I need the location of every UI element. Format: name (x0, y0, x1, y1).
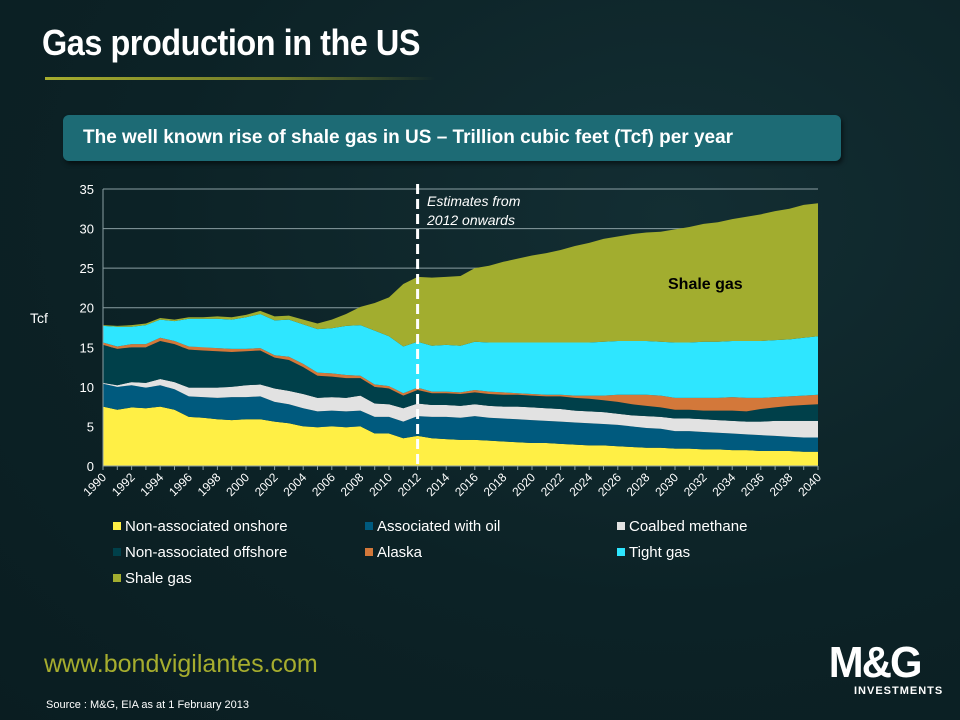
x-tick-label: 2024 (567, 470, 596, 499)
x-tick-label: 2022 (538, 470, 567, 499)
x-tick-label: 2038 (767, 470, 796, 499)
x-tick-label: 2034 (710, 470, 739, 499)
x-tick-label: 2018 (481, 470, 510, 499)
legend-label: Non-associated offshore (125, 544, 288, 561)
legend-item: Alaska (365, 544, 422, 561)
x-tick-label: 2014 (424, 470, 453, 499)
estimates-annotation-line1: Estimates from (427, 193, 521, 209)
x-tick-label: 2008 (338, 470, 367, 499)
legend-label: Associated with oil (377, 518, 501, 535)
x-tick-label: 2012 (395, 470, 424, 499)
y-tick-label: 30 (80, 222, 94, 237)
estimates-annotation-line2: 2012 onwards (426, 212, 515, 228)
legend-label: Non-associated onshore (125, 518, 288, 535)
mg-logo: M&G INVESTMENTS (826, 638, 944, 698)
legend-swatch (365, 548, 373, 556)
x-tick-label: 2010 (366, 470, 395, 499)
x-tick-label: 2000 (223, 470, 252, 499)
legend-swatch (617, 522, 625, 530)
page-title: Gas production in the US (42, 22, 421, 63)
x-tick-label: 2006 (309, 470, 338, 499)
legend-swatch (365, 522, 373, 530)
legend-swatch (113, 522, 121, 530)
x-tick-label: 2036 (738, 470, 767, 499)
logo-main: M&G (828, 638, 923, 687)
x-tick-label: 2028 (624, 470, 653, 499)
legend-swatch (113, 548, 121, 556)
legend-label: Shale gas (125, 570, 192, 587)
y-tick-label: 0 (87, 459, 94, 474)
legend-item: Coalbed methane (617, 518, 747, 535)
legend-swatch (617, 548, 625, 556)
banner-text: The well known rise of shale gas in US –… (83, 127, 734, 148)
y-tick-label: 5 (87, 419, 94, 434)
legend-item: Tight gas (617, 544, 690, 561)
y-tick-label: 35 (80, 182, 94, 197)
x-tick-label: 1998 (195, 470, 224, 499)
legend-label: Coalbed methane (629, 518, 748, 535)
website-link[interactable]: www.bondvigilantes.com (44, 650, 318, 678)
area-shale-gas (103, 203, 818, 347)
x-tick-label: 2030 (652, 470, 681, 499)
y-axis-label: Tcf (30, 310, 48, 326)
area-associated-with-oil (103, 383, 818, 452)
legend-label: Alaska (377, 544, 423, 561)
source-note: Source : M&G, EIA as at 1 February 2013 (46, 699, 249, 711)
shale-gas-annotation: Shale gas (668, 276, 743, 293)
legend-item: Shale gas (113, 570, 192, 587)
x-tick-label: 1992 (109, 470, 138, 499)
x-tick-label: 2020 (509, 470, 538, 499)
x-tick-label: 2040 (795, 470, 824, 499)
x-tick-label: 1990 (80, 470, 109, 499)
legend-swatch (113, 574, 121, 582)
y-tick-label: 25 (80, 261, 94, 276)
area-coalbed-methane (103, 378, 818, 438)
x-tick-label: 2016 (452, 470, 481, 499)
logo-sub: INVESTMENTS (854, 685, 944, 697)
y-tick-label: 10 (80, 380, 94, 395)
x-tick-label: 1996 (166, 470, 195, 499)
y-tick-label: 20 (80, 301, 94, 316)
area-non-associated-offshore (103, 340, 818, 422)
area-alaska (103, 337, 818, 412)
x-tick-label: 2026 (595, 470, 624, 499)
x-tick-label: 1994 (138, 470, 167, 499)
legend-item: Non-associated onshore (113, 518, 288, 535)
x-tick-label: 2004 (281, 470, 310, 499)
x-tick-label: 2032 (681, 470, 710, 499)
chart-banner: The well known rise of shale gas in US –… (63, 115, 841, 161)
y-tick-label: 15 (80, 340, 94, 355)
legend-item: Associated with oil (365, 518, 500, 535)
legend-item: Non-associated offshore (113, 544, 287, 561)
area-non-associated-onshore (103, 406, 818, 466)
legend-label: Tight gas (629, 544, 691, 561)
x-tick-label: 2002 (252, 470, 281, 499)
area-tight-gas (103, 314, 818, 398)
title-underline (45, 77, 435, 80)
